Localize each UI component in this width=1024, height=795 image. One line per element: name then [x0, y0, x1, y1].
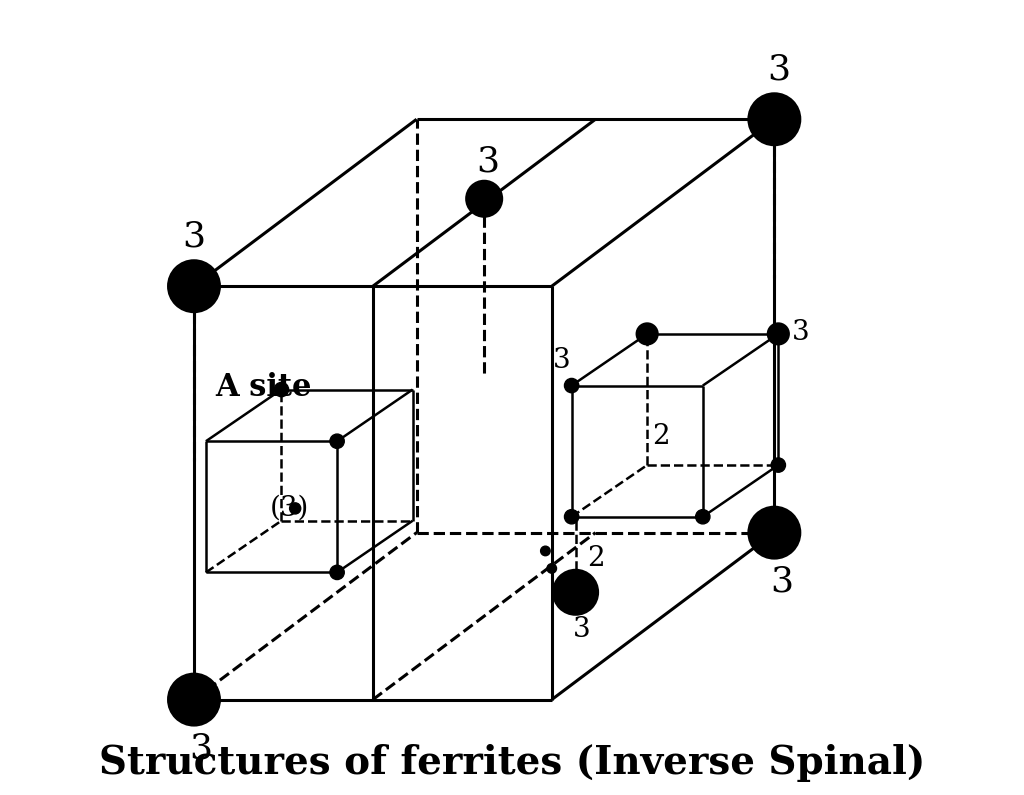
- Text: 3: 3: [182, 220, 206, 254]
- Text: 2: 2: [587, 545, 604, 572]
- Circle shape: [771, 458, 785, 472]
- Circle shape: [274, 382, 289, 397]
- Circle shape: [564, 378, 579, 393]
- Text: 3: 3: [553, 347, 571, 374]
- Circle shape: [553, 570, 598, 615]
- Circle shape: [169, 261, 219, 312]
- Text: 3: 3: [767, 53, 790, 87]
- Circle shape: [330, 434, 344, 448]
- Text: 3: 3: [188, 732, 212, 766]
- Circle shape: [330, 565, 344, 580]
- Text: (3): (3): [269, 494, 309, 522]
- Text: Structures of ferrites (Inverse Spinal): Structures of ferrites (Inverse Spinal): [98, 744, 926, 782]
- Text: 2: 2: [652, 423, 670, 450]
- Circle shape: [169, 674, 219, 725]
- Circle shape: [547, 564, 556, 573]
- Circle shape: [749, 507, 800, 558]
- Circle shape: [290, 503, 301, 514]
- Circle shape: [564, 510, 579, 524]
- Text: A site: A site: [215, 372, 311, 402]
- Text: 3: 3: [792, 319, 809, 346]
- Circle shape: [467, 181, 502, 216]
- Circle shape: [749, 94, 800, 145]
- Text: 3: 3: [771, 565, 794, 599]
- Circle shape: [541, 546, 550, 556]
- Circle shape: [637, 324, 657, 344]
- Text: 3: 3: [573, 616, 591, 643]
- Circle shape: [768, 324, 788, 344]
- Circle shape: [695, 510, 710, 524]
- Text: 3: 3: [476, 145, 500, 178]
